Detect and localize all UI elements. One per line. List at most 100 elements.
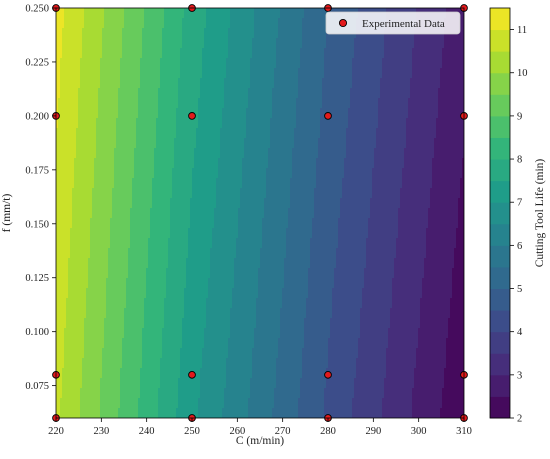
contour-cell [462,8,464,19]
contour-cell [236,118,239,129]
contour-cell [388,98,391,109]
contour-cell [58,118,61,129]
contour-cell [272,48,275,59]
contour-cell [68,98,71,109]
contour-cell [58,98,61,109]
contour-cell [110,8,113,19]
contour-cell [376,38,379,49]
contour-cell [338,118,341,129]
contour-cell [202,8,205,19]
contour-cell [412,48,415,59]
contour-cell [330,78,333,89]
contour-cell [112,18,115,29]
contour-cell [396,88,399,99]
contour-cell [164,78,167,89]
contour-cell [130,98,133,109]
contour-cell [94,88,97,99]
contour-cell [114,18,117,29]
contour-cell [308,28,311,39]
contour-cell [384,118,387,129]
contour-cell [82,18,85,29]
contour-cell [78,38,81,49]
contour-cell [56,38,59,49]
contour-cell [462,78,464,89]
contour-cell [370,98,373,109]
contour-cell [320,98,323,109]
contour-cell [420,58,423,69]
contour-cell [172,8,175,19]
contour-cell [236,38,239,49]
contour-cell [308,18,311,29]
contour-cell [160,108,163,119]
contour-cell [454,108,457,119]
contour-cell [282,48,285,59]
contour-cell [184,48,187,59]
contour-cell [198,88,201,99]
contour-cell [266,118,269,129]
contour-cell [310,48,313,59]
contour-cell [452,108,455,119]
contour-cell [158,108,161,119]
contour-cell [128,118,131,129]
contour-cell [192,98,195,109]
contour-cell [74,8,77,19]
contour-cell [438,108,441,119]
contour-cell [264,78,267,89]
contour-cell [360,88,363,99]
contour-cell [346,68,349,79]
contour-cell [198,78,201,89]
contour-cell [110,18,113,29]
contour-cell [222,18,225,29]
contour-cell [260,118,263,129]
contour-cell [218,108,221,119]
contour-cell [344,58,347,69]
contour-cell [198,28,201,39]
contour-cell [426,78,429,89]
contour-cell [278,68,281,79]
contour-cell [214,108,217,119]
contour-cell [312,118,315,129]
contour-cell [256,88,259,99]
contour-cell [300,68,303,79]
contour-cell [222,58,225,69]
contour-cell [282,18,285,29]
contour-cell [398,98,401,109]
contour-cell [148,28,151,39]
contour-cell [428,68,431,79]
contour-cell [204,48,207,59]
contour-cell [216,18,219,29]
contour-cell [74,78,77,89]
contour-cell [78,18,81,29]
contour-cell [402,78,405,89]
contour-cell [452,98,455,109]
contour-cell [56,88,59,99]
contour-cell [178,48,181,59]
contour-cell [250,98,253,109]
contour-cell [258,118,261,129]
contour-cell [134,88,137,99]
contour-cell [356,68,359,79]
contour-cell [64,38,67,49]
contour-cell [194,28,197,39]
contour-cell [180,78,183,89]
contour-cell [166,8,169,19]
contour-cell [444,48,447,59]
contour-cell [280,98,283,109]
contour-cell [56,18,59,29]
contour-cell [102,78,105,89]
contour-cell [320,118,323,129]
contour-cell [248,8,251,19]
contour-cell [172,108,175,119]
contour-cell [130,78,133,89]
contour-cell [144,78,147,89]
contour-cell [72,78,75,89]
contour-cell [274,78,277,89]
contour-cell [460,88,463,99]
contour-cell [68,48,71,59]
contour-cell [154,58,157,69]
contour-cell [154,88,157,99]
contour-cell [222,68,225,79]
contour-cell [374,108,377,119]
contour-cell [210,68,213,79]
contour-cell [124,28,127,39]
